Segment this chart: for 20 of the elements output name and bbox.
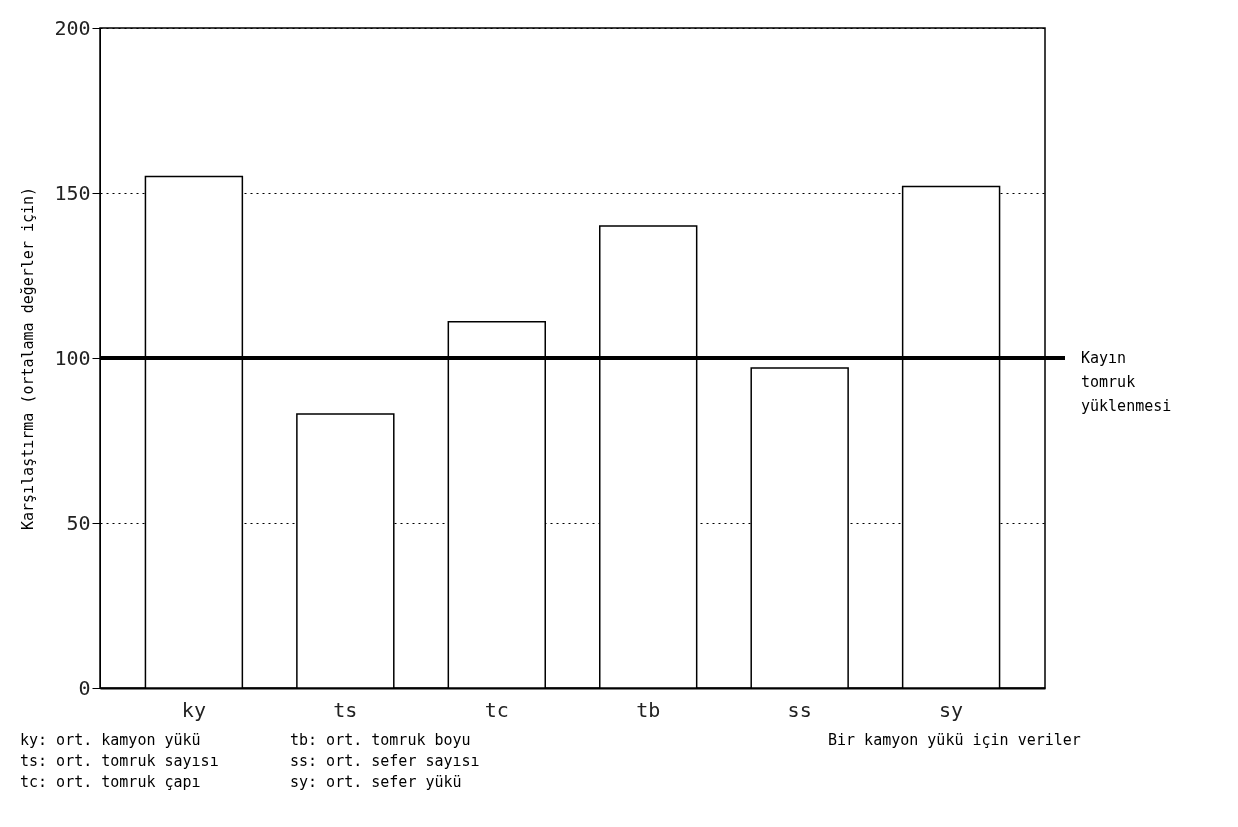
ref-line-label: Kayın tomruk yüklenmesi (1081, 349, 1172, 415)
x-tick-label: tb (636, 697, 661, 722)
x-tick-label: tc (484, 697, 509, 722)
y-tick-label: 50 (66, 510, 91, 535)
x-tick-label: sy (939, 697, 964, 722)
text: Bir kamyon yükü için veriler (828, 730, 1081, 751)
x-tick-label: ss (787, 697, 812, 722)
y-tick-label: 0 (78, 675, 91, 700)
text: ts: ort. tomruk sayısı (20, 752, 219, 770)
text: sy: ort. sefer yükü (290, 773, 462, 791)
y-tick-label: 150 (54, 180, 91, 205)
y-tick-label: 200 (54, 15, 91, 40)
y-axis-title: Karşılaştırma (ortalama değerler için) (19, 186, 38, 531)
x-tick-label: ky (181, 697, 206, 722)
text: tc: ort. tomruk çapı (20, 773, 201, 791)
text: ss: ort. sefer sayısı (290, 752, 480, 770)
y-tick-label: 100 (54, 345, 91, 370)
text: ky: ort. kamyon yükü (20, 731, 201, 749)
x-tick-label: ts (333, 697, 358, 722)
text: tb: ort. tomruk boyu (290, 731, 471, 749)
